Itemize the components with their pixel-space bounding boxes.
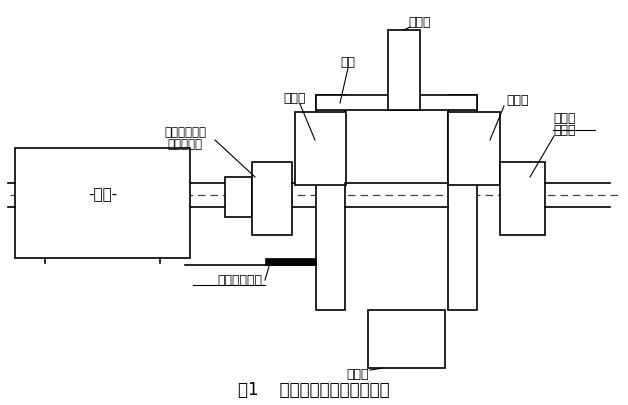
Text: 轴承座: 轴承座: [553, 124, 575, 136]
Bar: [388, 30, 420, 110]
Bar: [15, 148, 190, 258]
Bar: [265, 258, 316, 265]
Bar: [316, 95, 345, 310]
Bar: [252, 162, 292, 235]
Bar: [500, 162, 545, 235]
Text: 出风口: 出风口: [347, 369, 369, 382]
Bar: [295, 112, 346, 185]
Bar: [368, 310, 445, 368]
Text: 底部安装基板: 底部安装基板: [217, 273, 263, 286]
Text: 驱动端轴承座: 驱动端轴承座: [164, 126, 206, 139]
Text: 水封箱: 水封箱: [506, 94, 529, 107]
Bar: [448, 112, 500, 185]
Text: 膜片联轴器: 膜片联轴器: [168, 139, 202, 151]
Bar: [448, 95, 477, 310]
Text: 自由侧: 自由侧: [553, 111, 575, 124]
Text: 机壳: 机壳: [340, 55, 355, 68]
Text: -电机-: -电机-: [88, 188, 117, 202]
Text: 图1    一次除尘风机结构示意图: 图1 一次除尘风机结构示意图: [238, 381, 390, 399]
Text: 水封箱: 水封箱: [284, 92, 306, 104]
Text: 进风口: 进风口: [409, 15, 431, 28]
Bar: [225, 177, 252, 217]
Bar: [316, 95, 477, 110]
